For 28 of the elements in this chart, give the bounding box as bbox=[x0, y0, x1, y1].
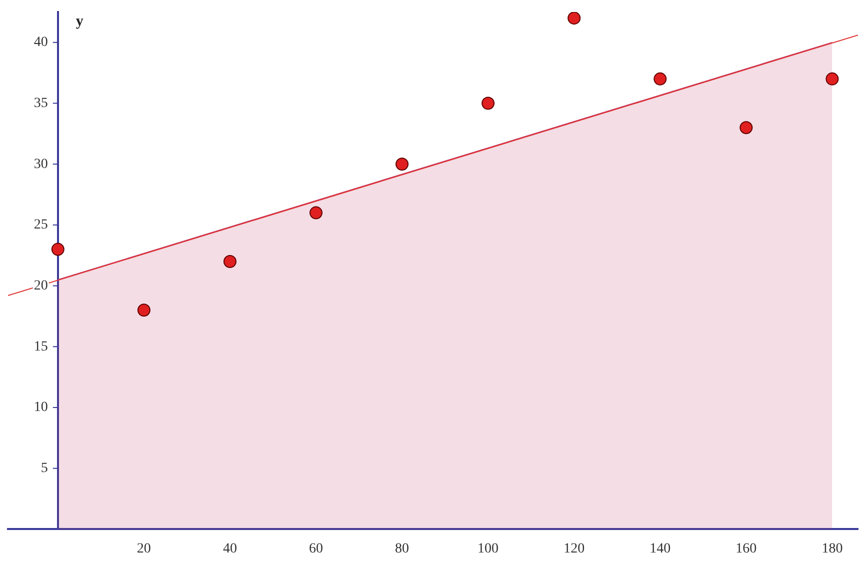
y-tick-label: 40 bbox=[34, 35, 48, 50]
point bbox=[482, 96, 495, 110]
y-axis-title: y bbox=[76, 13, 84, 30]
point bbox=[137, 304, 150, 317]
point bbox=[309, 206, 322, 220]
point bbox=[223, 254, 236, 268]
point bbox=[396, 158, 409, 171]
y-tick-label: 35 bbox=[34, 96, 48, 111]
point bbox=[568, 12, 581, 25]
x-tick-label: 40 bbox=[222, 541, 237, 556]
x-tick-label: 80 bbox=[395, 541, 410, 556]
point bbox=[654, 72, 667, 86]
x-tick-label: 180 bbox=[822, 541, 843, 556]
y-tick-label: 25 bbox=[34, 218, 48, 233]
y-tick-label: 15 bbox=[34, 339, 48, 354]
point bbox=[740, 121, 753, 134]
y-tick-label: 5 bbox=[40, 461, 48, 476]
y-tick-label: 20 bbox=[34, 278, 48, 294]
y-tick-label: 30 bbox=[34, 156, 48, 172]
point bbox=[826, 72, 839, 86]
x-tick-label: 160 bbox=[736, 541, 757, 556]
x-tick-label: 120 bbox=[564, 541, 585, 556]
x-tick-label: 100 bbox=[478, 541, 499, 556]
y-tick-label: 10 bbox=[34, 400, 48, 416]
point bbox=[51, 242, 64, 256]
x-tick-label: 20 bbox=[136, 541, 151, 556]
x-tick-label: 140 bbox=[650, 541, 671, 556]
x-tick-label: 60 bbox=[308, 541, 323, 556]
